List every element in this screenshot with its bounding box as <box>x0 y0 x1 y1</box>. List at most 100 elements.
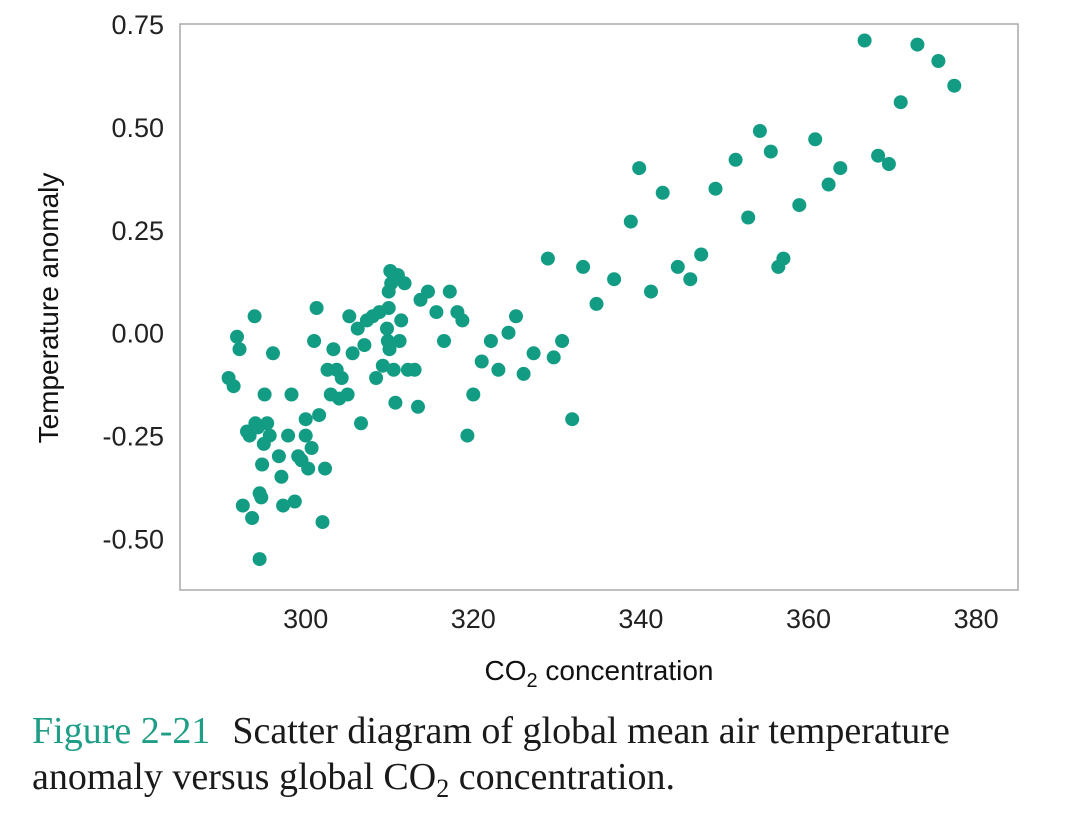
data-point-117 <box>931 54 946 68</box>
data-point-96 <box>644 284 658 299</box>
data-point-20 <box>266 346 280 361</box>
scatter-chart: 300 320 340 360 380 0.75 0.50 0.25 0.00 -0.25 -0.… <box>33 10 1019 692</box>
data-point-88 <box>546 350 561 365</box>
data-point-49 <box>357 338 372 353</box>
data-point-63 <box>388 395 403 410</box>
data-point-29 <box>298 412 313 427</box>
data-point-77 <box>455 313 470 328</box>
data-point-47 <box>350 321 365 336</box>
x-tick-label: 380 <box>954 604 999 634</box>
data-point-74 <box>437 334 451 348</box>
data-point-5 <box>235 498 250 513</box>
data-point-86 <box>526 346 541 361</box>
x-tick-label: 340 <box>618 604 663 634</box>
data-point-40 <box>326 342 341 357</box>
y-tick-label: 0.25 <box>111 216 164 246</box>
data-point-115 <box>893 95 908 110</box>
x-tick-label: 360 <box>786 604 831 634</box>
data-point-25 <box>284 387 299 402</box>
data-point-94 <box>623 214 638 229</box>
data-point-24 <box>281 428 296 443</box>
data-point-19 <box>262 428 277 443</box>
figure-caption: Figure 2-21 Scatter diagram of global mea… <box>32 708 1062 803</box>
data-point-33 <box>307 334 322 348</box>
data-point-102 <box>728 152 743 167</box>
data-point-81 <box>483 334 498 348</box>
data-point-57 <box>381 301 396 315</box>
data-point-44 <box>340 387 355 402</box>
y-tick-label: 0.75 <box>111 10 164 40</box>
data-point-36 <box>315 515 330 530</box>
data-point-98 <box>670 259 685 274</box>
y-tick-label: -0.25 <box>102 422 164 452</box>
data-point-91 <box>576 259 591 274</box>
data-point-31 <box>301 461 316 476</box>
data-point-107 <box>776 251 791 266</box>
data-point-118 <box>947 78 962 93</box>
figure-label: Figure 2-21 <box>32 710 211 752</box>
data-point-52 <box>369 371 384 385</box>
x-axis-title: CO2 concentration <box>484 655 713 692</box>
data-point-8 <box>245 511 260 525</box>
data-point-80 <box>474 354 489 369</box>
data-point-55 <box>380 321 394 336</box>
data-point-114 <box>881 157 896 171</box>
data-point-82 <box>491 362 506 377</box>
data-point-18 <box>260 416 275 431</box>
data-point-108 <box>792 198 807 213</box>
data-point-43 <box>334 371 349 385</box>
data-point-113 <box>871 148 886 163</box>
data-point-89 <box>555 334 570 348</box>
point-group <box>221 33 962 567</box>
data-point-72 <box>421 284 435 299</box>
data-point-54 <box>375 358 390 373</box>
data-point-110 <box>821 177 836 192</box>
data-point-45 <box>342 309 357 324</box>
data-point-78 <box>460 428 475 443</box>
data-point-9 <box>247 309 262 324</box>
data-point-87 <box>540 251 555 266</box>
data-point-85 <box>516 366 531 381</box>
data-point-104 <box>752 124 767 138</box>
data-point-116 <box>910 37 925 52</box>
data-point-99 <box>683 272 698 287</box>
data-point-58 <box>382 342 397 357</box>
data-point-97 <box>655 185 670 200</box>
data-point-79 <box>466 387 481 402</box>
data-point-26 <box>287 494 302 509</box>
data-point-90 <box>565 412 580 427</box>
data-point-15 <box>255 457 270 472</box>
data-point-100 <box>694 247 709 262</box>
data-point-35 <box>312 408 327 423</box>
data-point-34 <box>309 301 324 315</box>
data-point-3 <box>230 329 244 344</box>
data-point-14 <box>252 552 267 567</box>
data-point-111 <box>833 161 848 176</box>
data-point-4 <box>232 342 247 357</box>
data-point-103 <box>741 210 756 225</box>
data-point-32 <box>304 441 319 455</box>
data-point-105 <box>763 144 778 159</box>
caption-line-2: anomaly versus global CO2 concentration. <box>32 756 676 803</box>
data-point-23 <box>276 498 291 513</box>
data-point-22 <box>274 469 289 484</box>
x-tick-label: 300 <box>283 604 328 634</box>
data-point-83 <box>501 325 516 340</box>
data-point-112 <box>857 33 872 48</box>
data-point-101 <box>708 181 723 196</box>
data-point-13 <box>254 490 269 505</box>
data-point-84 <box>509 309 523 324</box>
data-point-37 <box>318 461 332 476</box>
data-point-21 <box>271 449 286 464</box>
data-point-30 <box>298 428 313 443</box>
data-point-66 <box>394 313 409 328</box>
data-point-62 <box>386 362 401 377</box>
data-point-46 <box>345 346 360 361</box>
x-tick-labels: 300 320 340 360 380 <box>283 604 998 634</box>
data-point-2 <box>226 379 241 394</box>
data-point-65 <box>392 334 407 348</box>
data-point-95 <box>632 161 647 176</box>
caption-text-1: Scatter diagram of global mean air tempe… <box>232 710 950 752</box>
x-tick-label: 320 <box>451 604 496 634</box>
data-point-75 <box>442 284 457 299</box>
